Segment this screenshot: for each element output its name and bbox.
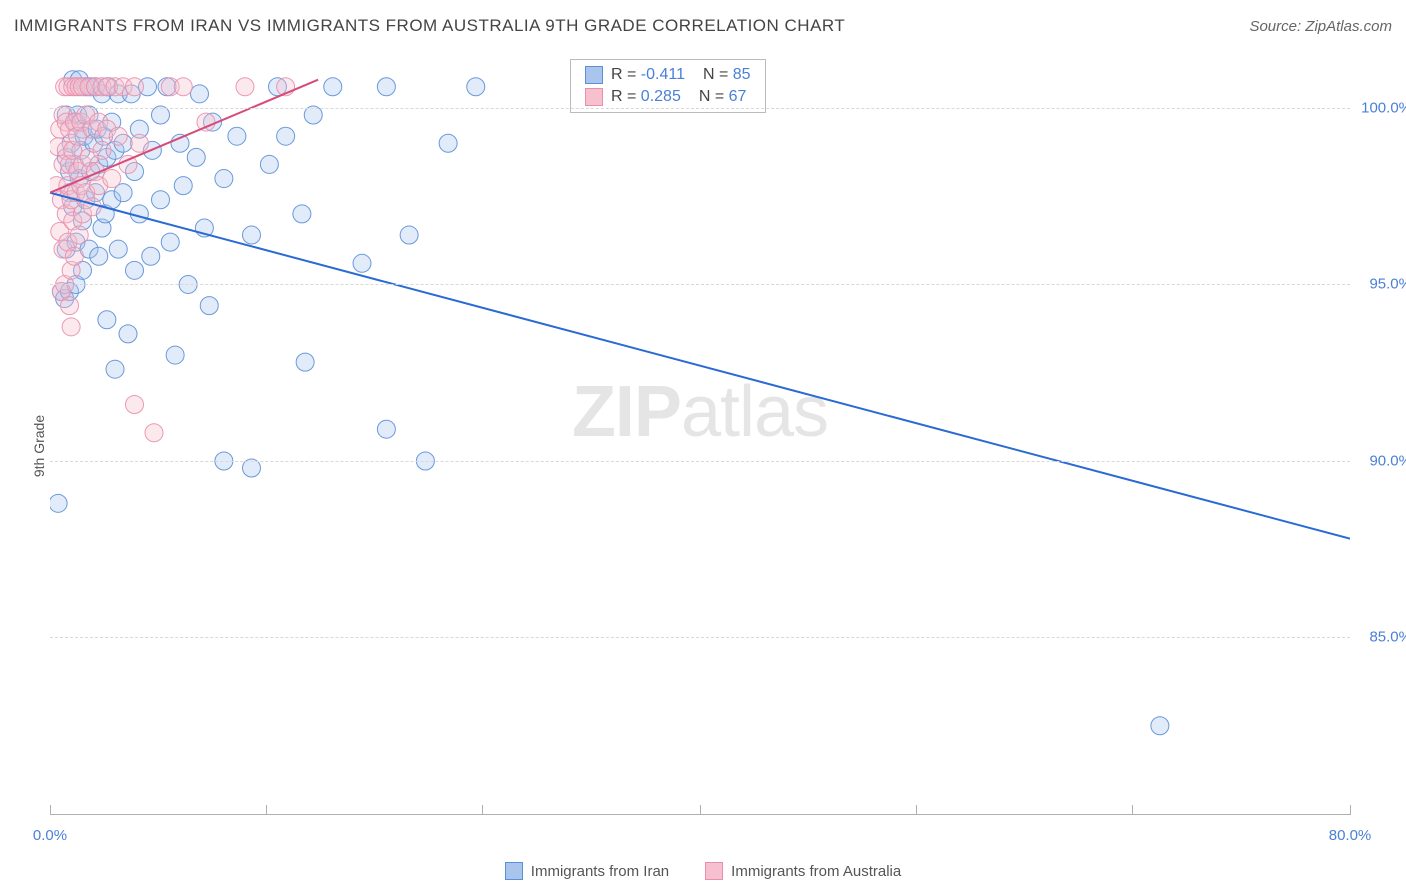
gridline (50, 461, 1350, 462)
scatter-point (152, 191, 170, 209)
gridline (50, 108, 1350, 109)
scatter-point (191, 85, 209, 103)
scatter-point (161, 233, 179, 251)
chart-container: IMMIGRANTS FROM IRAN VS IMMIGRANTS FROM … (0, 0, 1406, 892)
scatter-point (293, 205, 311, 223)
legend-label: Immigrants from Australia (731, 863, 901, 880)
stats-legend-row: R = -0.411 N = 85 (585, 66, 751, 84)
legend-swatch (585, 88, 603, 106)
scatter-point (174, 177, 192, 195)
legend-swatch (705, 862, 723, 880)
stats-legend-box: R = -0.411 N = 85 R = 0.285 N = 67 (570, 59, 766, 113)
stat-n: N = 85 (703, 66, 751, 84)
scatter-point (1151, 717, 1169, 735)
trendline (50, 193, 1350, 539)
source-label: Source: ZipAtlas.com (1249, 18, 1392, 35)
scatter-point (109, 127, 127, 145)
stat-n: N = 67 (699, 88, 747, 106)
scatter-point (50, 494, 67, 512)
scatter-point (377, 78, 395, 96)
scatter-point (109, 240, 127, 258)
scatter-point (103, 170, 121, 188)
scatter-point (83, 198, 101, 216)
x-tick (50, 805, 51, 815)
scatter-point (90, 247, 108, 265)
x-tick (482, 805, 483, 815)
y-tick-label: 85.0% (1356, 629, 1406, 646)
scatter-point (65, 247, 83, 265)
legend-item: Immigrants from Iran (505, 862, 669, 880)
scatter-point (142, 247, 160, 265)
scatter-point (296, 353, 314, 371)
scatter-point (236, 78, 254, 96)
gridline (50, 637, 1350, 638)
x-tick (1132, 805, 1133, 815)
scatter-point (277, 127, 295, 145)
stat-r: R = -0.411 (611, 66, 685, 84)
scatter-point (126, 78, 144, 96)
scatter-point (439, 134, 457, 152)
scatter-point (62, 318, 80, 336)
scatter-point (400, 226, 418, 244)
legend-label: Immigrants from Iran (531, 863, 669, 880)
scatter-point (166, 346, 184, 364)
y-tick-label: 95.0% (1356, 276, 1406, 293)
legend-swatch (505, 862, 523, 880)
legend-swatch (585, 66, 603, 84)
scatter-point (215, 170, 233, 188)
scatter-point (200, 297, 218, 315)
x-tick-label: 0.0% (33, 827, 67, 844)
x-tick (1350, 805, 1351, 815)
scatter-point (126, 261, 144, 279)
scatter-point (228, 127, 246, 145)
scatter-point (119, 325, 137, 343)
scatter-point (145, 424, 163, 442)
legend-item: Immigrants from Australia (705, 862, 901, 880)
chart-title: IMMIGRANTS FROM IRAN VS IMMIGRANTS FROM … (14, 16, 845, 36)
scatter-point (243, 226, 261, 244)
scatter-point (93, 141, 111, 159)
scatter-point (377, 420, 395, 438)
bottom-legend: Immigrants from Iran Immigrants from Aust… (0, 862, 1406, 880)
scatter-point (70, 226, 88, 244)
scatter-point (130, 134, 148, 152)
scatter-point (174, 78, 192, 96)
scatter-point (353, 254, 371, 272)
scatter-point (260, 155, 278, 173)
x-tick (916, 805, 917, 815)
stats-legend-row: R = 0.285 N = 67 (585, 88, 751, 106)
x-tick (266, 805, 267, 815)
x-tick (700, 805, 701, 815)
plot-area: ZIPatlas R = -0.411N = 85R = 0.285N = 67… (50, 55, 1350, 815)
stat-r: R = 0.285 (611, 88, 681, 106)
y-tick-label: 90.0% (1356, 452, 1406, 469)
scatter-point (126, 395, 144, 413)
x-tick-label: 80.0% (1329, 827, 1372, 844)
gridline (50, 284, 1350, 285)
scatter-point (61, 297, 79, 315)
scatter-point (98, 311, 116, 329)
scatter-point (324, 78, 342, 96)
scatter-point (106, 360, 124, 378)
y-axis-label: 9th Grade (31, 415, 47, 477)
svg-layer (50, 55, 1350, 814)
scatter-point (467, 78, 485, 96)
scatter-point (197, 113, 215, 131)
y-tick-label: 100.0% (1356, 99, 1406, 116)
scatter-point (187, 148, 205, 166)
title-row: IMMIGRANTS FROM IRAN VS IMMIGRANTS FROM … (14, 16, 1392, 36)
